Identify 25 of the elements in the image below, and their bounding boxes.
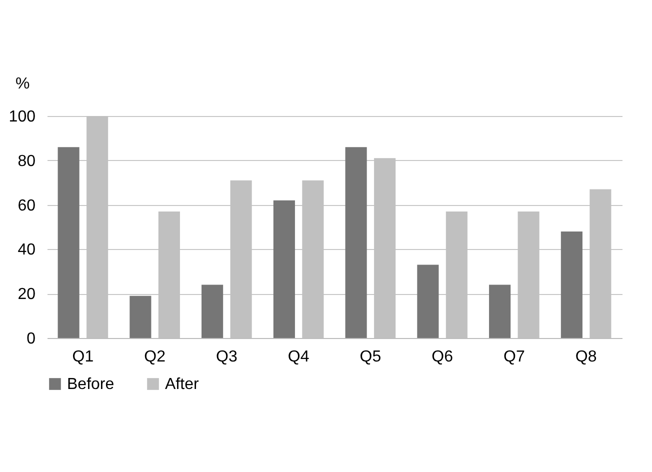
x-tick-label: Q3 (216, 348, 238, 366)
x-tick-label: Q1 (72, 348, 94, 366)
bar (489, 284, 511, 338)
bar (130, 296, 152, 338)
bar (345, 147, 367, 338)
bar (417, 264, 439, 338)
bar (58, 147, 80, 338)
x-tick-label: Q2 (144, 348, 166, 366)
legend-label: After (165, 376, 200, 393)
y-tick-label: 0 (26, 330, 36, 348)
bar (560, 231, 582, 338)
x-tick-label: Q5 (360, 348, 382, 366)
y-tick-label: 40 (18, 242, 36, 259)
x-tick-label: Q6 (432, 348, 454, 366)
y-tick-label: 100 (8, 108, 36, 126)
bar (202, 284, 224, 338)
y-tick-label: 80 (18, 152, 36, 170)
legend-label: Before (67, 376, 114, 393)
x-tick-label: Q4 (288, 348, 310, 366)
y-tick-label: 60 (18, 197, 36, 214)
y-axis-title: % (16, 76, 30, 92)
x-tick-label: Q8 (575, 348, 597, 366)
y-tick-label: 20 (18, 286, 36, 304)
x-tick-label: Q7 (504, 348, 525, 366)
bar (273, 200, 295, 338)
